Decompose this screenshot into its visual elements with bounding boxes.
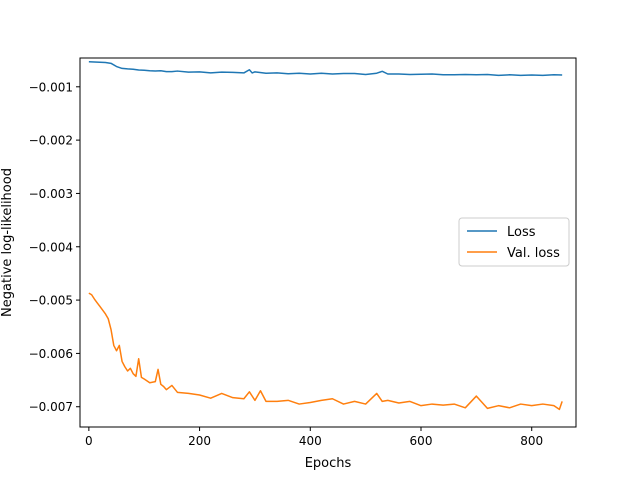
x-tick-label: 800: [520, 434, 543, 448]
x-tick-label: 200: [188, 434, 211, 448]
y-tick-label: −0.006: [29, 347, 73, 361]
series-line-val-loss: [88, 292, 563, 411]
y-tick-label: −0.004: [29, 240, 73, 254]
y-tick-label: −0.001: [29, 80, 73, 94]
x-tick-label: 400: [299, 434, 322, 448]
y-tick-label: −0.005: [29, 294, 73, 308]
legend-label-val-loss: Val. loss: [507, 246, 560, 261]
legend: Loss Val. loss: [458, 217, 570, 267]
y-axis-ticks: −0.001 −0.002 −0.003 −0.004 −0.005 −0.006 −0.0…: [29, 80, 80, 414]
legend-label-loss: Loss: [507, 225, 536, 240]
y-axis-label: Negative log-likelihood: [0, 168, 15, 317]
y-tick-label: −0.002: [29, 134, 73, 148]
y-tick-label: −0.007: [29, 400, 73, 414]
series-line-loss: [88, 60, 563, 77]
y-tick-label: −0.003: [29, 187, 73, 201]
legend-box: [458, 217, 570, 267]
x-tick-label: 0: [85, 434, 93, 448]
plot-frame: [79, 57, 577, 428]
x-tick-label: 600: [410, 434, 433, 448]
series-layer: [88, 60, 563, 411]
x-axis-label: Epochs: [305, 456, 352, 471]
x-axis-ticks: 0 200 400 600 800: [85, 427, 543, 448]
